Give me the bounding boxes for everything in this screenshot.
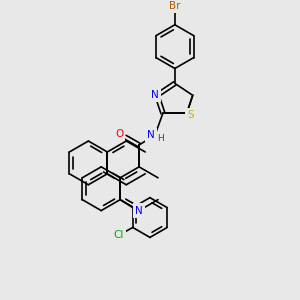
Text: Cl: Cl <box>114 230 124 240</box>
Text: N: N <box>147 130 155 140</box>
Text: N: N <box>135 206 143 216</box>
Text: N: N <box>151 90 159 100</box>
Text: Br: Br <box>169 1 181 11</box>
Text: O: O <box>115 129 123 139</box>
Text: S: S <box>188 110 194 120</box>
Text: H: H <box>158 134 164 142</box>
